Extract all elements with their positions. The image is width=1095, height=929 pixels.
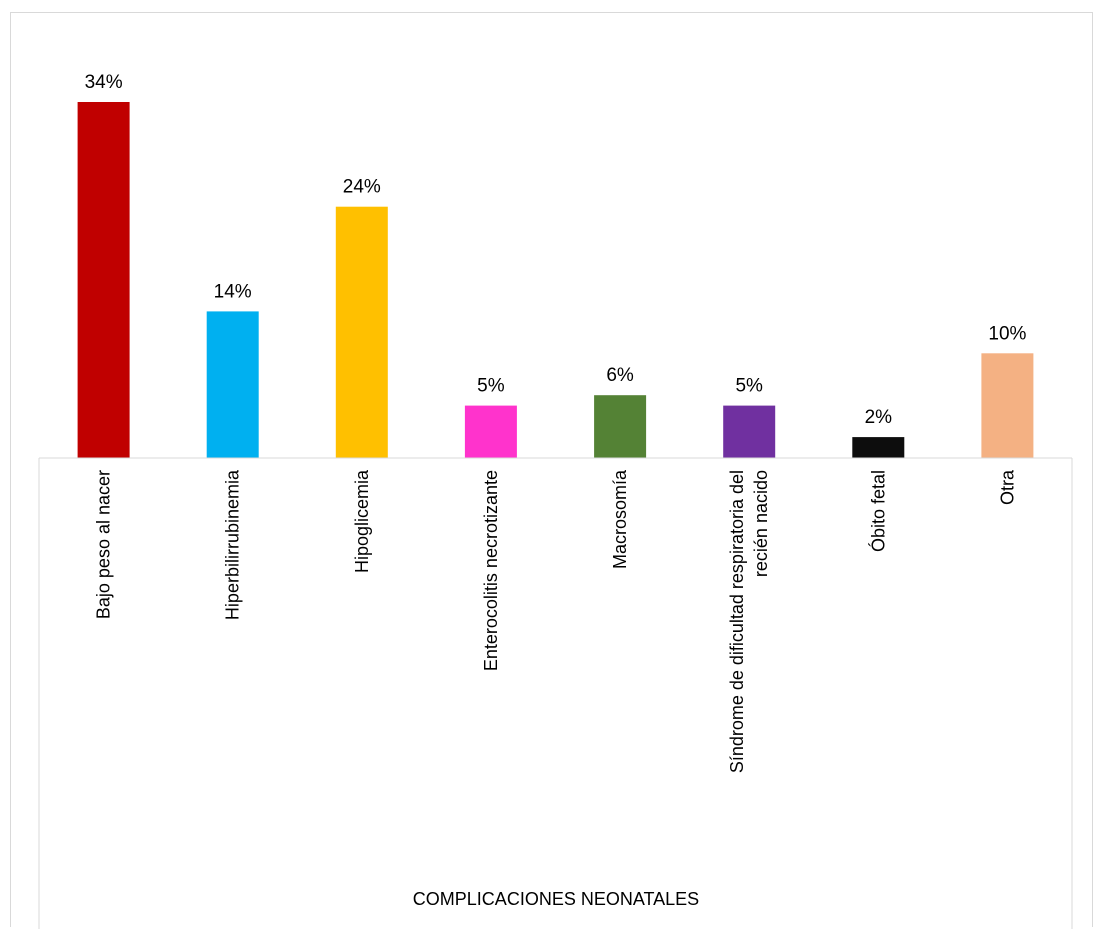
x-tick-label: Bajo peso al nacer — [94, 470, 114, 619]
data-label: 6% — [606, 365, 634, 386]
bar — [981, 353, 1034, 458]
x-tick-label-line: Macrosomía — [610, 469, 630, 569]
x-tick-label: Óbito fetal — [867, 470, 888, 552]
bar — [852, 437, 905, 458]
x-tick-labels-layer: Bajo peso al nacer Hiperbilirrubinemia Hip… — [94, 469, 1018, 773]
x-tick-label: Macrosomía — [610, 469, 630, 569]
data-labels-layer: 34% 14% 24% 5% 6% 5% 2% 10% — [85, 72, 1027, 428]
data-label: 5% — [735, 376, 763, 397]
bar — [206, 311, 259, 458]
data-label: 10% — [988, 323, 1026, 344]
x-axis — [38, 457, 1073, 929]
x-tick-label-line: Hipoglicemia — [352, 469, 372, 573]
bars-layer — [77, 102, 1034, 458]
data-label: 5% — [477, 376, 505, 397]
chart-area — [10, 12, 1093, 927]
x-tick-label-line: Hiperbilirrubinemia — [223, 469, 243, 620]
data-label: 14% — [214, 281, 252, 302]
data-label: 24% — [343, 177, 381, 198]
x-tick-label: Otra — [997, 469, 1017, 505]
bar — [77, 102, 130, 458]
data-label: 34% — [85, 72, 123, 93]
x-tick-label: Hiperbilirrubinemia — [223, 469, 243, 620]
bar — [335, 206, 388, 458]
x-tick-label: Síndrome de dificultad respiratoria del r… — [727, 470, 771, 773]
bar — [723, 405, 776, 458]
x-tick-label-line: recién nacido — [751, 470, 771, 577]
bar — [594, 395, 647, 458]
x-tick-label-line: Bajo peso al nacer — [94, 470, 114, 619]
data-label: 2% — [865, 407, 893, 428]
x-tick-label: Hipoglicemia — [352, 469, 372, 573]
x-tick-label: Enterocolitis necrotizante — [481, 470, 501, 671]
x-axis-title: COMPLICACIONES NEONATALES — [413, 889, 699, 909]
bar — [464, 405, 517, 458]
x-tick-label-line: Óbito fetal — [867, 470, 888, 552]
x-tick-label-line: Enterocolitis necrotizante — [481, 470, 501, 671]
x-tick-label-line: Síndrome de dificultad respiratoria del — [727, 470, 747, 773]
x-tick-label-line: Otra — [997, 469, 1017, 505]
